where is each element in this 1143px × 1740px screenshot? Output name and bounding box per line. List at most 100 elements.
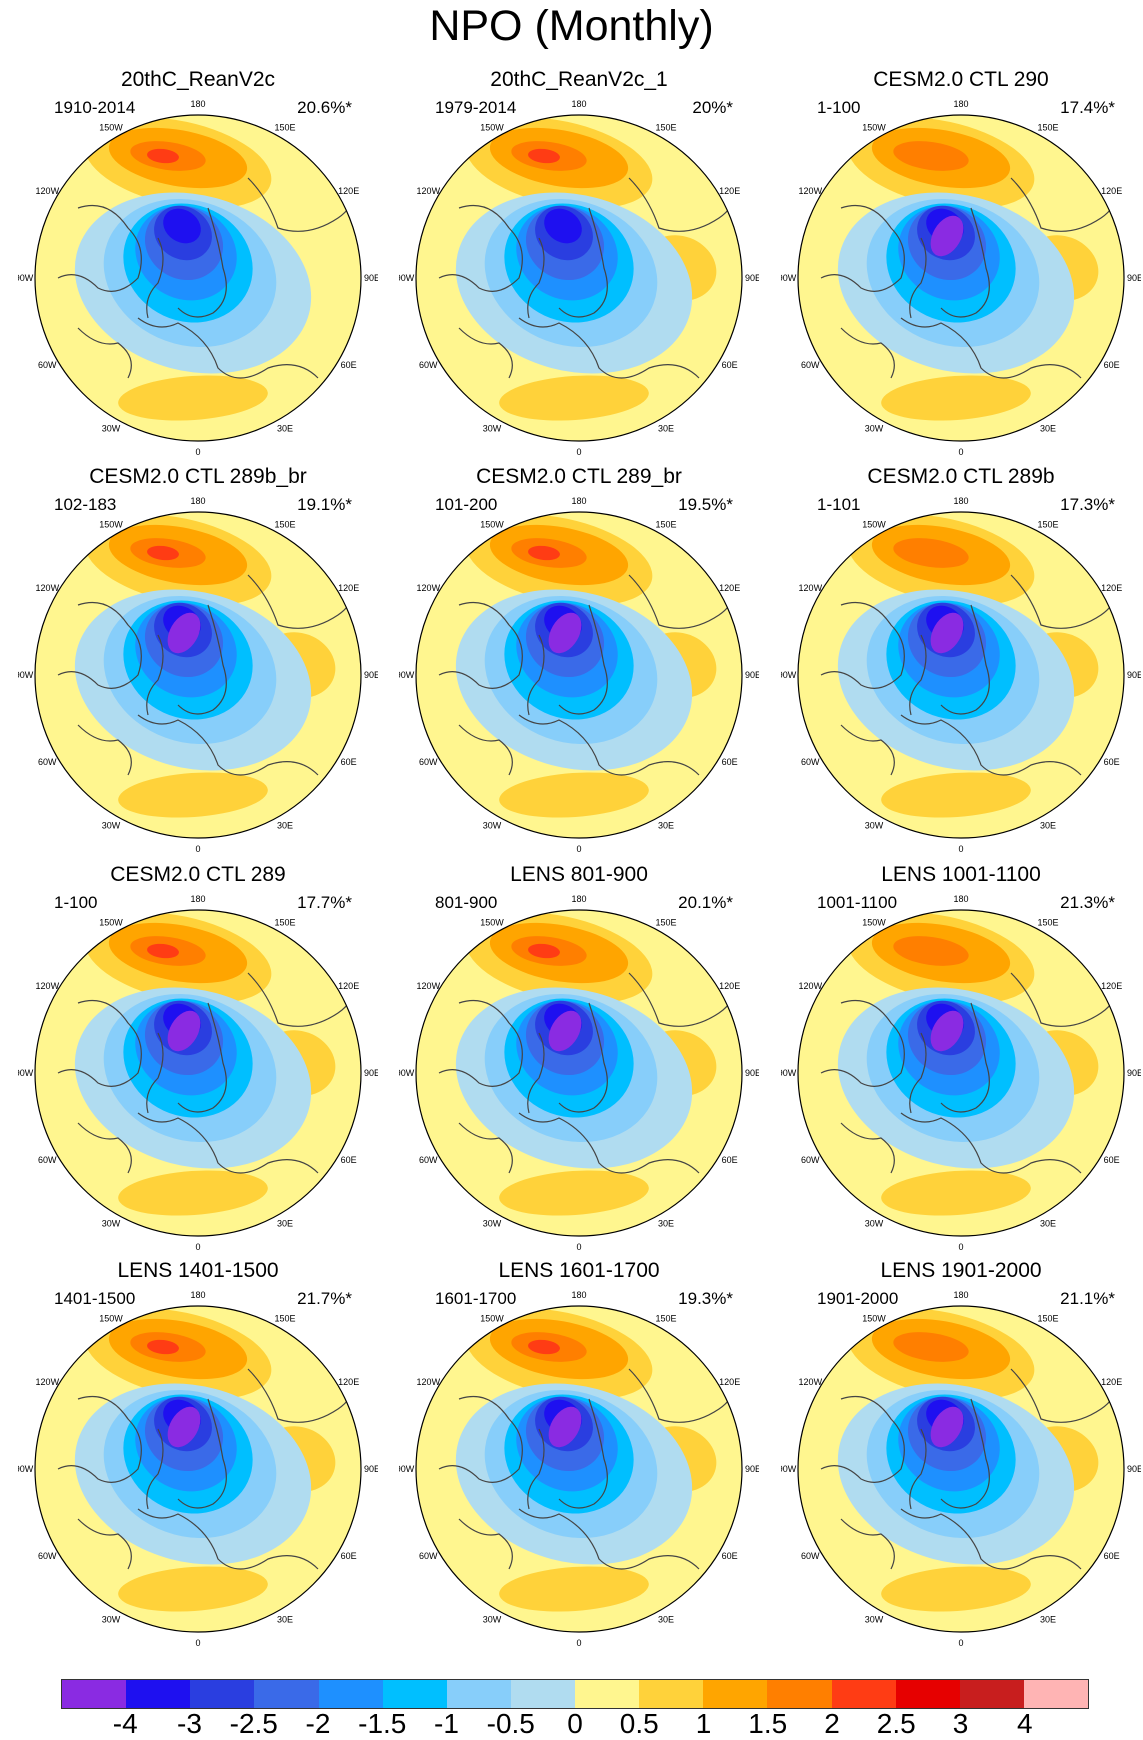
map-boundary [34,909,362,1237]
longitude-label: 150E [1037,122,1058,132]
panel-period: 1601-1700 [435,1289,517,1308]
longitude-label: 120E [338,1377,359,1387]
map-boundary [34,114,362,442]
positive-lobe-pacific [528,943,560,959]
map-boundary [797,114,1125,442]
longitude-label: 180 [953,894,968,904]
positive-lobe-atlantic [499,772,649,818]
negative-lobe-arctic [548,1406,582,1448]
positive-lobe-pacific [893,936,969,966]
coastline [77,724,132,776]
colorbar-tick-label: -2 [305,1708,331,1739]
longitude-label: 120W [36,981,60,991]
longitude-label: 150W [99,122,123,132]
positive-lobe-pacific [147,545,179,561]
positive-lobe-pacific [147,148,179,164]
coastline [177,1002,227,1113]
colorbar-tick-label: -1.5 [358,1708,407,1739]
map-panel: 180 150E 120E 90E 60E 30E 0 30W 60W 90W 120W 150W LE… [781,1259,1141,1659]
longitude-label: 30E [1040,424,1056,434]
colorbar-tick-label: 4 [1016,1708,1033,1739]
panel-title: 20thC_ReanV2c_1 [490,68,668,91]
coastline [57,999,142,1087]
coastline [558,604,608,715]
map-panel: 180 150E 120E 90E 60E 30E 0 30W 60W 90W 120W 150W 20… [18,68,378,468]
longitude-label: 60W [801,1551,820,1561]
panel-variance: 20.1%* [678,893,733,912]
colorbar-swatch [767,1680,832,1708]
coastline [458,1122,513,1174]
panel-variance: 19.1%* [297,495,352,514]
coastline [146,1428,164,1510]
polar-map: 180 150E 120E 90E 60E 30E 0 30W 60W 90W 120W 150W [18,496,378,854]
longitude-label: 60W [38,1155,57,1165]
longitude-label: 150W [862,1313,886,1323]
longitude-label: 60E [341,360,357,370]
colorbar-tick-label: 0.5 [619,1708,659,1739]
positive-lobe-pacific [528,148,560,164]
longitude-label: 180 [571,894,586,904]
panel-variance: 17.3%* [1060,495,1115,514]
longitude-label: 30E [1040,1615,1056,1625]
longitude-label: 150E [274,519,295,529]
longitude-label: 60E [722,1551,738,1561]
map-panel: 180 150E 120E 90E 60E 30E 0 30W 60W 90W 120W 150W CE… [399,465,759,865]
coastline [940,1002,990,1113]
coastline [146,237,164,319]
positive-lobe-atlantic [118,375,268,421]
longitude-label: 120E [719,186,740,196]
longitude-label: 120W [417,981,441,991]
coastline [558,207,608,318]
panel-title: CESM2.0 CTL 289 [110,863,286,886]
polar-map: 180 150E 120E 90E 60E 30E 0 30W 60W 90W 120W 150W [781,496,1141,854]
longitude-label: 60W [38,757,57,767]
coastline [518,1112,700,1174]
negative-lobe-arctic [167,1406,201,1448]
longitude-label: 150W [99,519,123,529]
positive-lobe-atlantic [499,375,649,421]
longitude-label: 30E [658,821,674,831]
longitude-label: 180 [953,496,968,506]
coastline [909,237,927,319]
negative-lobe-arctic [930,1406,964,1448]
coastline [458,724,513,776]
longitude-label: 30W [102,1615,121,1625]
coastline [840,1122,895,1174]
map-boundary [415,114,743,442]
longitude-label: 150W [480,122,504,132]
panel-period: 1901-2000 [817,1289,899,1308]
longitude-label: 30E [277,1615,293,1625]
longitude-label: 90E [745,1464,759,1474]
longitude-label: 180 [953,1290,968,1300]
panel-title: LENS 1001-1100 [881,863,1041,886]
coastline [840,724,895,776]
coastline [909,1032,927,1114]
longitude-label: 60E [1104,360,1120,370]
longitude-label: 30E [1040,821,1056,831]
longitude-label: 90W [399,273,415,283]
colorbar-swatch [703,1680,768,1708]
coastline [527,634,545,716]
longitude-label: 120W [799,981,823,991]
coastline [527,1032,545,1114]
panel-period: 1401-1500 [54,1289,136,1308]
polar-map: 180 150E 120E 90E 60E 30E 0 30W 60W 90W 120W 150W [18,99,378,457]
longitude-label: 90W [399,1068,415,1078]
coastline [820,204,905,292]
panel-variance: 20%* [692,98,733,117]
longitude-label: 90W [399,670,415,680]
longitude-label: 150W [480,1313,504,1323]
coastline [820,601,905,689]
longitude-label: 120W [36,1377,60,1387]
longitude-label: 0 [958,447,963,457]
colorbar-swatch [382,1680,447,1708]
coastline [137,714,319,776]
longitude-label: 180 [190,894,205,904]
colorbar-tick-label: -4 [112,1708,138,1739]
panel-title: LENS 801-900 [510,863,648,886]
longitude-label: 150W [862,917,886,927]
coastline [438,204,523,292]
longitude-label: 150W [862,519,886,529]
colorbar [61,1679,1089,1709]
longitude-label: 120E [338,583,359,593]
